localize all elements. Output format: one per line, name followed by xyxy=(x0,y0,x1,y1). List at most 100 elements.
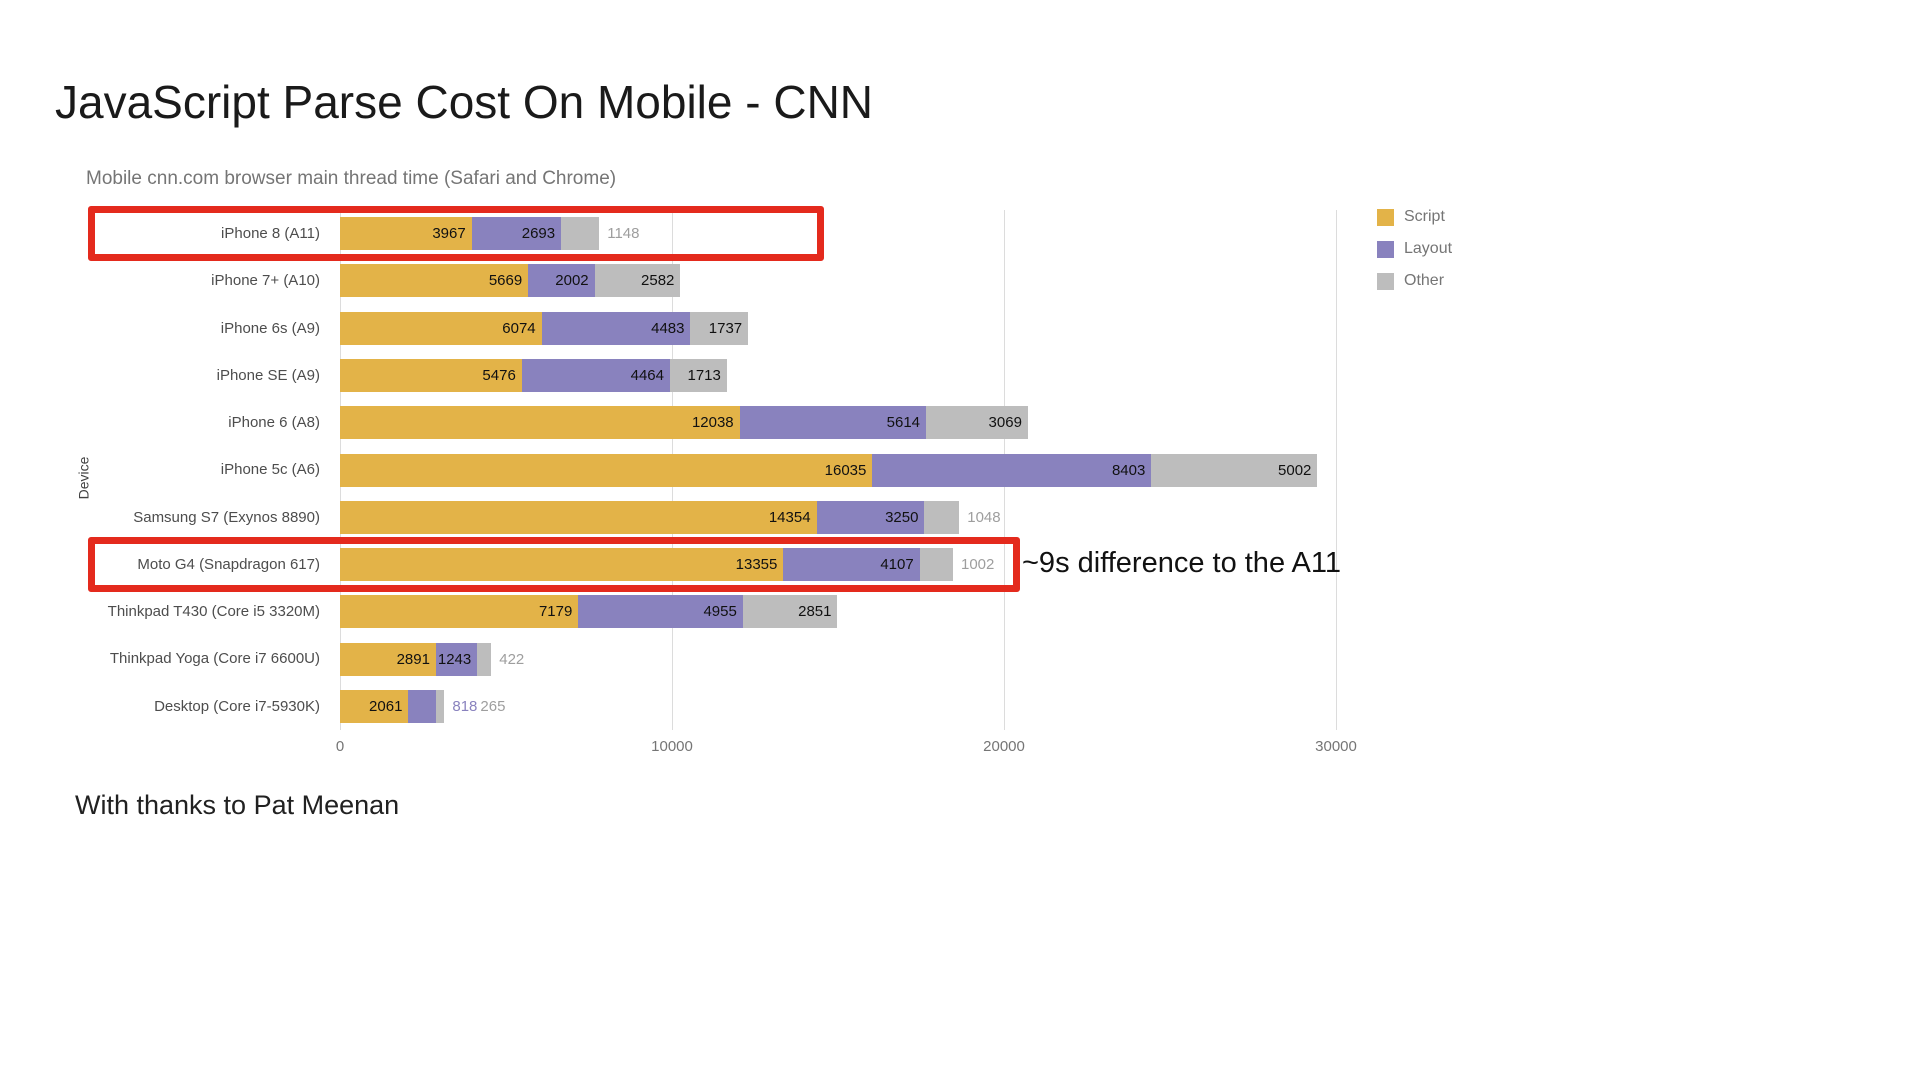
plot-area: 3967 2693 1148 5669 2002 2582 6074 4483 1737 5476… xyxy=(340,210,1460,730)
bar-segment-script xyxy=(340,500,817,534)
value-label-script: 14354 xyxy=(768,508,811,526)
value-label-other: 422 xyxy=(499,650,525,668)
value-label-script: 2891 xyxy=(396,650,430,668)
bar-segment-script xyxy=(340,453,873,487)
value-label-other: 1737 xyxy=(708,319,743,337)
annotation-text: ~9s difference to the A11 xyxy=(1022,547,1341,579)
device-label: iPhone 5c (A6) xyxy=(220,461,320,479)
bar-segment-layout xyxy=(578,595,743,629)
value-label-script: 2061 xyxy=(369,697,403,715)
bar-segment-layout xyxy=(541,311,691,345)
value-labels-outside: 1002 xyxy=(961,548,994,581)
device-label: iPhone 6s (A9) xyxy=(220,319,320,337)
device-axis-labels: iPhone 8 (A11) iPhone 7+ (A10) iPhone 6s (… xyxy=(0,210,330,730)
value-label-other: 1148 xyxy=(607,225,640,243)
value-label-layout: 2002 xyxy=(555,272,589,290)
bar-segment-other xyxy=(594,264,681,298)
bar-segment-other xyxy=(477,642,492,676)
bar-segment-other xyxy=(926,406,1028,440)
bar-segment-layout xyxy=(528,264,595,298)
value-label-other: 1002 xyxy=(961,556,995,574)
value-label-other: 265 xyxy=(480,697,506,715)
value-labels-outside: 1048 xyxy=(967,501,1000,534)
legend-label: Other xyxy=(1404,272,1445,289)
bar-segment-script xyxy=(340,264,529,298)
legend-label: Script xyxy=(1404,208,1445,225)
device-label: Moto G4 (Snapdragon 617) xyxy=(137,555,320,573)
x-tick-label: 20000 xyxy=(983,738,1025,755)
device-label: iPhone 8 (A11) xyxy=(221,225,320,242)
x-tick-label: 10000 xyxy=(651,738,693,755)
value-label-script: 16035 xyxy=(824,461,867,479)
bar-segment-script xyxy=(340,689,409,723)
value-label-script: 12038 xyxy=(691,414,734,432)
legend-swatch-script xyxy=(1377,208,1394,226)
value-label-script: 6074 xyxy=(502,319,536,337)
value-label-script: 3967 xyxy=(432,225,466,243)
value-label-script: 7179 xyxy=(538,603,573,621)
footer-credit: With thanks to Pat Meenan xyxy=(75,790,400,820)
x-tick-label: 30000 xyxy=(1315,738,1357,755)
bar-segment-other xyxy=(919,548,953,582)
value-labels-outside: 422 xyxy=(499,643,524,676)
bar-segment-other xyxy=(742,595,838,629)
value-label-other: 1048 xyxy=(967,508,1001,526)
value-label-layout: 4483 xyxy=(651,319,685,337)
device-label: iPhone SE (A9) xyxy=(216,366,320,384)
bar-segment-other xyxy=(670,358,727,392)
value-label-layout: 4107 xyxy=(880,556,914,574)
value-labels-outside: 818 265 xyxy=(452,690,505,723)
legend-item-other: Other xyxy=(1377,272,1452,290)
device-label: Thinkpad Yoga (Core i7 6600U) xyxy=(109,650,320,668)
bar-segment-layout xyxy=(471,217,562,251)
value-label-other: 2851 xyxy=(798,603,832,621)
bar-segment-layout xyxy=(816,500,925,534)
gridline xyxy=(1336,210,1337,730)
legend-item-script: Script xyxy=(1377,208,1452,226)
bar-segment-layout xyxy=(435,642,478,676)
highlight-box-motog4 xyxy=(88,537,1020,592)
bar-segment-script xyxy=(340,358,522,392)
value-label-layout: 818 xyxy=(452,697,478,715)
value-label-layout: 2693 xyxy=(521,225,556,243)
page-title: JavaScript Parse Cost On Mobile - CNN xyxy=(55,75,874,128)
legend-label: Layout xyxy=(1404,240,1453,257)
x-axis: 0 10000 20000 30000 xyxy=(0,738,1920,768)
bar-segment-other xyxy=(435,689,445,723)
value-label-layout: 5614 xyxy=(886,414,921,432)
device-label: Samsung S7 (Exynos 8890) xyxy=(133,508,320,526)
value-label-layout: 4464 xyxy=(630,366,664,384)
legend-swatch-other xyxy=(1377,272,1394,290)
legend-item-layout: Layout xyxy=(1377,240,1452,258)
value-label-script: 5476 xyxy=(482,366,516,384)
value-label-script: 13355 xyxy=(735,556,778,574)
bar-segment-script xyxy=(340,595,579,629)
bar-segment-other xyxy=(690,311,749,345)
bar-segment-other xyxy=(924,500,960,534)
x-tick-label: 0 xyxy=(335,738,345,755)
value-label-other: 2582 xyxy=(641,272,675,290)
device-label: Thinkpad T430 (Core i5 3320M) xyxy=(107,603,320,621)
bar-segment-layout xyxy=(521,358,670,392)
bar-segment-other xyxy=(561,217,600,251)
bar-segment-script xyxy=(340,642,436,676)
device-label: Desktop (Core i7-5930K) xyxy=(154,697,320,715)
value-label-script: 5669 xyxy=(488,272,523,290)
device-label: iPhone 7+ (A10) xyxy=(211,272,320,290)
value-label-other: 5002 xyxy=(1278,461,1312,479)
legend: Script Layout Other xyxy=(1377,208,1452,304)
bar-segment-script xyxy=(340,406,740,440)
value-label-layout: 8403 xyxy=(1111,461,1146,479)
bar-segment-layout xyxy=(408,689,436,723)
value-label-layout: 4955 xyxy=(703,603,737,621)
bar-segment-script xyxy=(340,311,542,345)
bar-segment-layout xyxy=(872,453,1152,487)
bar-segment-layout xyxy=(783,548,920,582)
bar-segment-layout xyxy=(739,406,927,440)
value-labels-outside: 1148 xyxy=(607,217,639,250)
highlight-box-iphone8 xyxy=(88,206,824,261)
bar-segment-script xyxy=(340,217,472,251)
bar-segment-script xyxy=(340,548,784,582)
bar-segment-other xyxy=(1151,453,1318,487)
